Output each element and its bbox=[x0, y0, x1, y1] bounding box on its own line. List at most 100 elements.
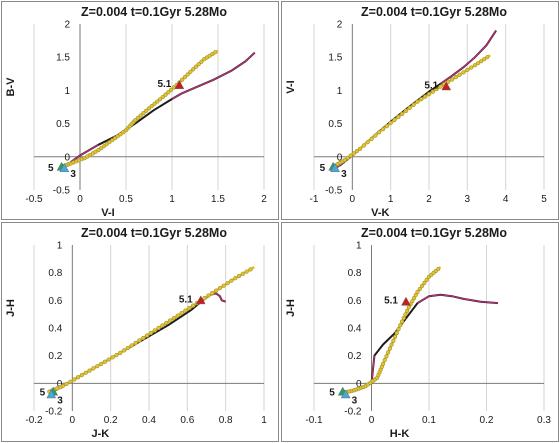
model-series-line bbox=[63, 51, 256, 168]
marker-label: 5.1 bbox=[179, 294, 193, 305]
track-point bbox=[102, 359, 108, 364]
track-point bbox=[377, 130, 382, 135]
track-point bbox=[415, 99, 420, 104]
track-point bbox=[141, 111, 146, 116]
track-point bbox=[129, 343, 134, 348]
track-point bbox=[394, 330, 399, 336]
track-point bbox=[87, 368, 92, 373]
x-tick-label: 0.3 bbox=[537, 415, 551, 426]
track-point bbox=[91, 366, 96, 371]
track-point bbox=[392, 334, 398, 339]
marker-triangle-blue bbox=[59, 163, 70, 172]
track-point bbox=[399, 319, 405, 324]
track-point bbox=[438, 84, 443, 89]
marker-triangle-red bbox=[401, 296, 411, 306]
track-point bbox=[137, 338, 142, 343]
track-point bbox=[164, 320, 169, 326]
track-point bbox=[83, 370, 88, 375]
track-point bbox=[64, 381, 69, 386]
x-axis-label: H-K bbox=[390, 428, 410, 440]
y-tick-label: 1 bbox=[356, 241, 362, 252]
track-point bbox=[449, 77, 455, 82]
track-point bbox=[180, 77, 185, 82]
x-axis-label: V-K bbox=[371, 207, 389, 219]
track-point bbox=[400, 111, 405, 117]
track-point bbox=[248, 267, 253, 272]
track-point bbox=[202, 296, 207, 301]
track-point bbox=[193, 64, 199, 69]
x-tick-label: 0.2 bbox=[104, 415, 118, 426]
track-point bbox=[152, 101, 157, 106]
y-tick-label: 0.2 bbox=[48, 351, 62, 362]
track-point bbox=[213, 288, 219, 293]
track-point bbox=[152, 328, 157, 333]
track-point bbox=[210, 291, 215, 296]
track-point bbox=[206, 293, 211, 298]
track-point bbox=[369, 136, 374, 141]
marker-label: 3 bbox=[341, 169, 347, 180]
track-point bbox=[465, 67, 470, 73]
y-tick-label: 0.4 bbox=[48, 324, 62, 335]
track-point bbox=[244, 269, 249, 274]
x-tick-label: 0.8 bbox=[219, 415, 233, 426]
y-tick-label: 0.4 bbox=[348, 324, 362, 335]
marker-label: 5 bbox=[329, 388, 335, 399]
track-point bbox=[133, 340, 138, 346]
track-point bbox=[107, 140, 112, 145]
track-point bbox=[118, 132, 123, 137]
y-tick-label: 2 bbox=[337, 20, 343, 31]
y-tick-label: 0 bbox=[57, 379, 63, 390]
y-tick-label: 0.5 bbox=[56, 119, 70, 130]
marker-triangle-red bbox=[195, 295, 206, 305]
track-point bbox=[114, 353, 119, 358]
model-series-line bbox=[348, 293, 499, 393]
track-point bbox=[233, 276, 238, 281]
track-point bbox=[430, 89, 435, 94]
track-point bbox=[156, 325, 161, 331]
track-point bbox=[373, 133, 378, 138]
y-tick-label: 0.8 bbox=[348, 268, 362, 279]
marker-label: 5 bbox=[320, 163, 326, 174]
marker-label: 5.1 bbox=[157, 79, 171, 90]
x-tick-label: 0.4 bbox=[142, 415, 156, 426]
track-point bbox=[96, 148, 101, 153]
y-axis-label: B-V bbox=[5, 77, 17, 97]
track-point bbox=[112, 136, 118, 141]
y-tick-label: 1 bbox=[64, 86, 70, 97]
track-point bbox=[157, 97, 163, 102]
y-axis-label: J-H bbox=[285, 299, 297, 317]
track-point bbox=[361, 143, 366, 148]
track-point bbox=[365, 140, 370, 145]
model-series-highlight bbox=[417, 294, 499, 304]
track-point bbox=[351, 151, 356, 156]
y-tick-label: 1.5 bbox=[328, 53, 342, 64]
marker-triangle-blue bbox=[340, 389, 351, 399]
track-point bbox=[190, 303, 196, 308]
track-point bbox=[115, 134, 120, 139]
track-point bbox=[175, 313, 180, 318]
track-point bbox=[413, 292, 418, 298]
marker-label: 3 bbox=[70, 169, 76, 180]
y-tick-label: 0.8 bbox=[48, 268, 62, 279]
x-tick-label: -1 bbox=[310, 194, 319, 205]
y-tick-label: -0.5 bbox=[325, 186, 343, 197]
x-tick-label: 0.6 bbox=[180, 415, 194, 426]
track-point bbox=[240, 271, 246, 276]
track-point bbox=[72, 377, 77, 382]
track-point bbox=[166, 90, 171, 95]
track-point bbox=[79, 372, 85, 378]
track-point bbox=[160, 94, 165, 100]
chart-panel-jh-hk: Z=0.004 t=0.1Gyr 5.28Mo -0.1 0 0.1 0.2 0.3 -0.… bbox=[281, 222, 559, 442]
track-point bbox=[118, 350, 123, 355]
track-point bbox=[380, 127, 386, 132]
y-tick-label: 0.5 bbox=[328, 119, 342, 130]
track-point bbox=[125, 345, 131, 351]
track-point bbox=[479, 59, 484, 64]
track-point bbox=[392, 117, 397, 123]
model-series-highlight bbox=[171, 52, 256, 100]
track-point bbox=[144, 108, 149, 113]
track-point bbox=[60, 384, 65, 389]
y-tick-label: 1 bbox=[337, 86, 343, 97]
track-point bbox=[472, 63, 478, 68]
chart-title: Z=0.004 t=0.1Gyr 5.28Mo bbox=[81, 226, 227, 240]
